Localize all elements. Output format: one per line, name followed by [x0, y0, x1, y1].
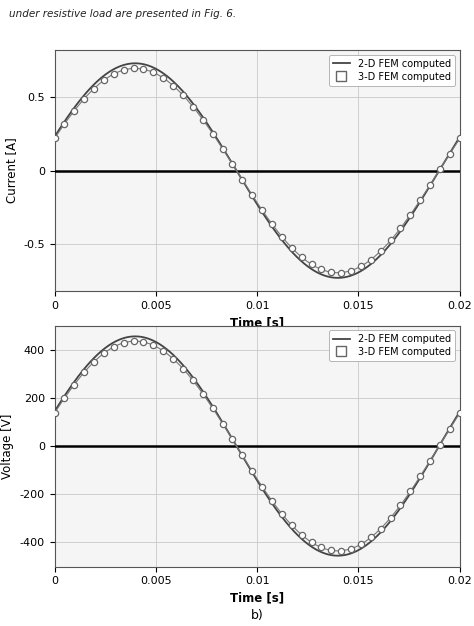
Text: b): b) [251, 608, 264, 622]
X-axis label: Time [s]: Time [s] [230, 316, 284, 329]
Text: a): a) [251, 333, 264, 346]
Legend: 2-D FEM computed, 3-D FEM computed: 2-D FEM computed, 3-D FEM computed [329, 331, 455, 361]
Y-axis label: Current [A]: Current [A] [5, 138, 18, 203]
X-axis label: Time [s]: Time [s] [230, 592, 284, 605]
Text: under resistive load are presented in Fig. 6.: under resistive load are presented in Fi… [9, 9, 237, 19]
Legend: 2-D FEM computed, 3-D FEM computed: 2-D FEM computed, 3-D FEM computed [329, 55, 455, 86]
Y-axis label: Voltage [V]: Voltage [V] [1, 413, 14, 479]
